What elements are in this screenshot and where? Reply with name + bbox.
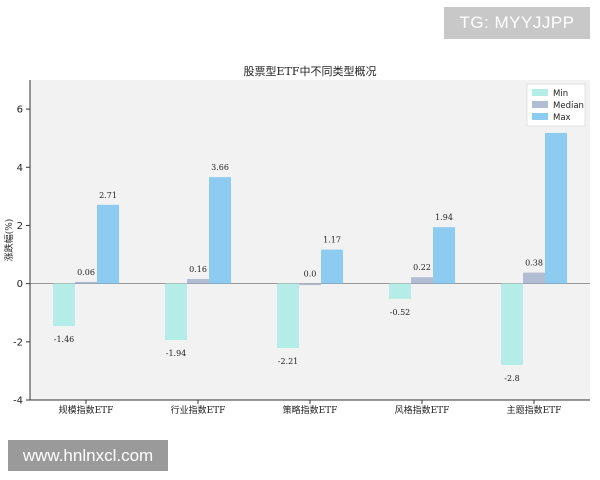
y-tick-label: 2 xyxy=(17,221,23,232)
bar-min xyxy=(277,283,299,348)
legend-swatch-median xyxy=(532,101,548,108)
data-label: -2.8 xyxy=(504,374,519,383)
bar-median xyxy=(75,281,97,284)
bar-max xyxy=(97,204,119,284)
bar-min xyxy=(389,283,411,299)
data-label: 0.0 xyxy=(304,270,317,279)
x-tick-label: 主题指数ETF xyxy=(507,404,562,416)
data-label: -2.21 xyxy=(278,357,299,366)
legend-label-median: Median xyxy=(553,101,584,111)
data-label: 1.17 xyxy=(323,236,341,245)
legend-swatch-min xyxy=(532,89,548,96)
bar-min xyxy=(165,283,187,341)
x-tick-label: 风格指数ETF xyxy=(395,404,450,416)
bar-median xyxy=(523,272,545,284)
data-label: 3.66 xyxy=(211,163,229,172)
bar-median xyxy=(299,283,321,286)
data-label: 1.94 xyxy=(435,213,453,222)
x-tick-label: 行业指数ETF xyxy=(171,404,226,416)
bar-max xyxy=(433,227,455,284)
watermark-site: www.hnlnxcl.com xyxy=(8,440,168,471)
data-label: 0.38 xyxy=(525,259,543,268)
y-axis-label: 涨跌幅(%) xyxy=(3,219,15,262)
watermark-tg: TG: MYYJJPP xyxy=(444,7,590,39)
bar-min xyxy=(53,283,75,327)
y-tick-label: 4 xyxy=(17,163,23,174)
data-labels: -1.46 0.06 2.71 -1.94 0.16 3.66 -2.21 0.0 1.17 -0… xyxy=(54,119,565,383)
x-tick-label: 策略指数ETF xyxy=(283,404,338,416)
data-label: 0.16 xyxy=(189,265,207,274)
legend-label-max: Max xyxy=(553,113,571,123)
bar-median xyxy=(187,278,209,284)
bar-max xyxy=(321,249,343,284)
data-label: -0.52 xyxy=(390,308,411,317)
bar-max xyxy=(209,177,231,284)
y-tick-label: -4 xyxy=(13,396,23,407)
legend-label-min: Min xyxy=(553,89,568,99)
y-tick-label: 0 xyxy=(17,279,23,290)
bar-median xyxy=(411,277,433,284)
plot-area xyxy=(30,80,590,400)
data-label: -1.94 xyxy=(166,349,187,358)
y-tick-label: -2 xyxy=(13,337,23,348)
data-label: 2.71 xyxy=(99,191,117,200)
legend-swatch-max xyxy=(532,113,548,120)
x-tick-label: 规模指数ETF xyxy=(59,404,114,416)
legend: Min Median Max xyxy=(526,83,586,127)
data-label: 0.22 xyxy=(413,263,431,272)
data-label: -1.46 xyxy=(54,335,75,344)
bar-min xyxy=(501,283,523,366)
data-label: 0.06 xyxy=(77,268,95,277)
bar-max xyxy=(545,132,567,284)
bars xyxy=(53,132,567,366)
y-tick-label: 6 xyxy=(17,105,23,116)
chart-title: 股票型ETF中不同类型概况 xyxy=(244,64,377,78)
